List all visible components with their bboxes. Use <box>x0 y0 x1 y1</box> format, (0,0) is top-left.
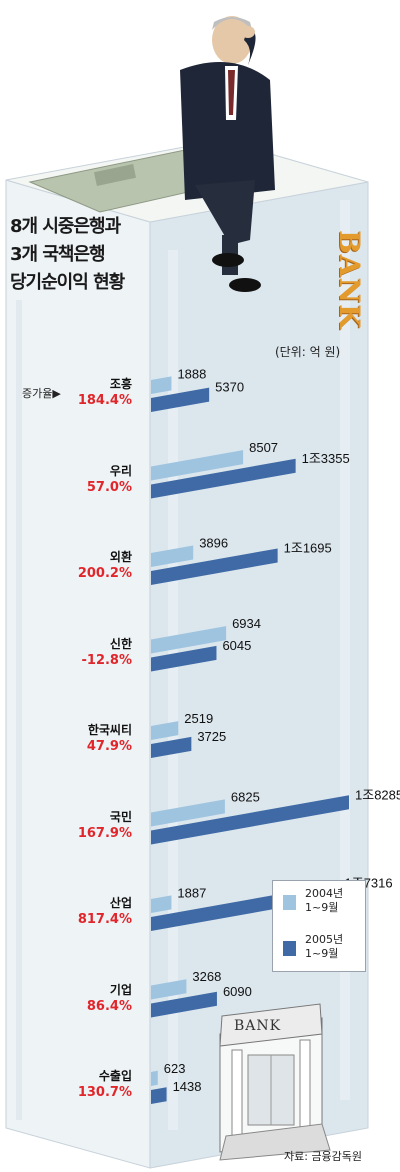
bank-name-label: 외환 <box>109 550 132 564</box>
bar-2005 <box>151 795 349 845</box>
unit-label: (단위: 억 원) <box>275 345 341 359</box>
bank-name-label: 신한 <box>109 636 132 651</box>
bar-2004 <box>151 450 244 481</box>
legend: 2004년 1~9월 2005년 1~9월 <box>272 880 366 972</box>
bank-name-label: 수출입 <box>98 1069 132 1083</box>
bank-side-sign: BANK <box>333 230 366 330</box>
legend-2005-line-2: 1~9월 <box>305 947 339 960</box>
legend-label-2004: 2004년 1~9월 <box>305 887 343 915</box>
value-label-2004: 3268 <box>192 969 221 984</box>
chart-title-line-2: 3개 국책은행 <box>10 244 106 265</box>
bank-name-label: 기업 <box>109 982 132 997</box>
bank-name-label: 산업 <box>109 896 132 910</box>
bar-2004 <box>151 545 194 567</box>
source-note: 자료: 금융감독원 <box>284 1150 363 1163</box>
value-label-2005: 5370 <box>215 380 244 395</box>
bar-2004 <box>151 721 179 740</box>
legend-swatch-2004 <box>283 895 296 910</box>
growth-rate-label: 130.7% <box>77 1085 132 1100</box>
bank-name-label: 한국씨티 <box>87 723 132 737</box>
building-front <box>5 179 151 1169</box>
bank-building-sign: BANK <box>234 1018 282 1034</box>
bar-2004 <box>151 895 172 913</box>
value-label-2005: 1438 <box>173 1079 202 1094</box>
growth-rate-label: 167.9% <box>77 825 132 841</box>
chart-title-line-3: 당기순이익 현황 <box>10 272 125 293</box>
bar-2005 <box>151 991 217 1018</box>
legend-2004-line-2: 1~9월 <box>305 901 339 914</box>
bank-building-illustration <box>219 1003 331 1161</box>
growth-rate-label: -12.8% <box>81 652 133 668</box>
bar-2004 <box>151 1070 158 1086</box>
growth-rate-label: 86.4% <box>86 998 132 1014</box>
bar-group: 1888 5370 8507 1조3355 3896 1조1695 6934 6045 2519… <box>151 366 400 1104</box>
value-label-2004: 6825 <box>231 789 260 804</box>
bar-2004 <box>151 626 227 654</box>
value-label-2004: 2519 <box>184 711 213 726</box>
growth-rate-caption: 증가율▶ <box>22 387 61 400</box>
value-label-2004: 1888 <box>177 366 206 381</box>
growth-rate-label: 200.2% <box>77 566 132 581</box>
legend-label-2005: 2005년 1~9월 <box>305 933 343 961</box>
value-label-2004: 1887 <box>177 885 206 900</box>
growth-rate-label: 184.4% <box>77 393 132 408</box>
legend-2005-line-1: 2005년 <box>305 933 344 946</box>
bar-2004 <box>151 799 225 827</box>
value-label-2004: 3896 <box>199 535 228 550</box>
value-label-2005: 3725 <box>197 729 226 744</box>
bar-2005 <box>151 645 217 672</box>
value-label-2005: 6045 <box>222 638 251 653</box>
bar-2005 <box>151 736 192 758</box>
bar-2005 <box>151 387 210 412</box>
value-label-2004: 8507 <box>249 440 278 455</box>
businessman-figure <box>180 16 275 292</box>
bank-name-label: 조흥 <box>109 377 132 391</box>
bar-2005 <box>151 1087 167 1104</box>
value-label-2005: 1조8285 <box>355 787 400 802</box>
bank-name-label: 우리 <box>109 463 132 478</box>
value-label-2004: 6934 <box>232 616 261 631</box>
growth-rate-label: 57.0% <box>86 479 132 495</box>
value-label-2004: 623 <box>164 1061 186 1076</box>
value-label-2005: 1조3355 <box>302 451 350 466</box>
growth-rate-label: 47.9% <box>86 739 132 754</box>
bank-name-label: 국민 <box>109 809 132 824</box>
bar-2004 <box>151 376 172 394</box>
growth-rate-label: 817.4% <box>77 912 132 927</box>
legend-swatch-2005 <box>283 941 296 956</box>
value-label-2005: 6090 <box>223 984 252 999</box>
bar-2005 <box>151 458 296 499</box>
value-label-2005: 1조1695 <box>284 540 332 555</box>
legend-2004-line-1: 2004년 <box>305 887 344 900</box>
bar-2005 <box>151 548 278 585</box>
chart-title-line-1: 8개 시중은행과 <box>10 216 121 237</box>
bar-2004 <box>151 979 187 1000</box>
